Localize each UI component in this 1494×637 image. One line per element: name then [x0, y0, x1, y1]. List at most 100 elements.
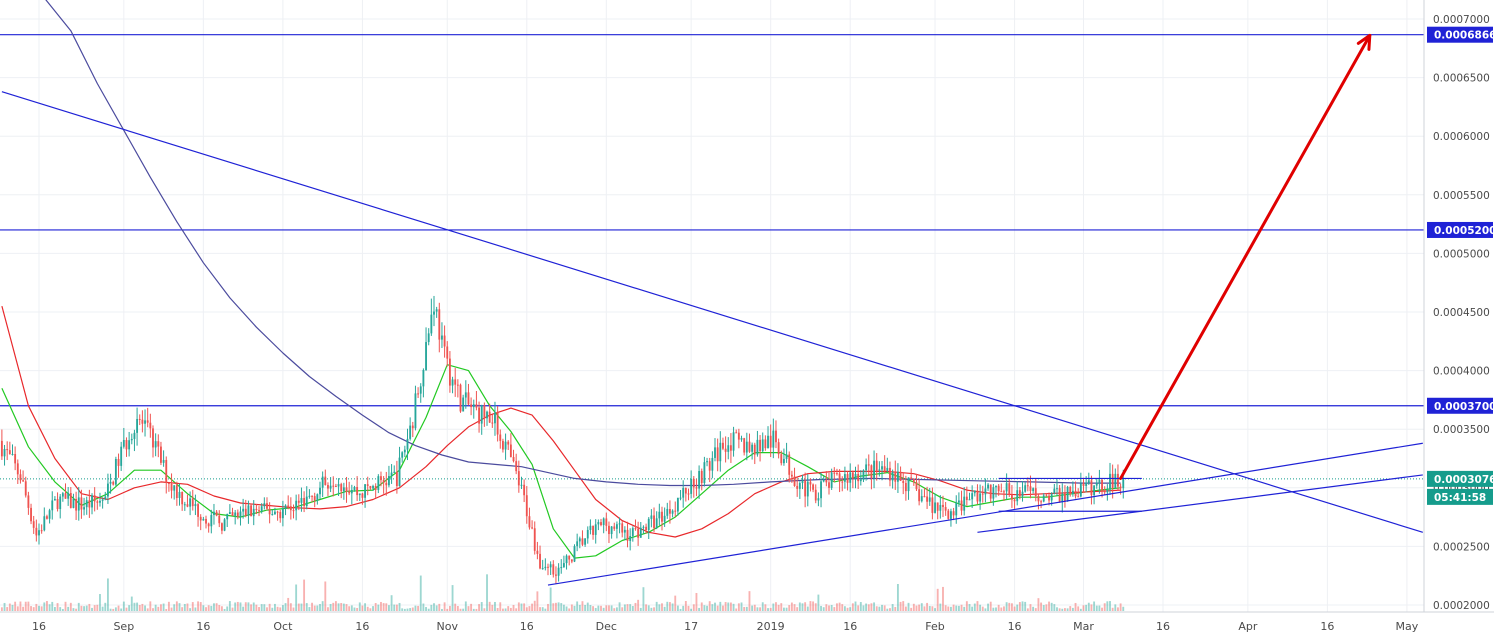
candle-body	[1005, 483, 1008, 492]
candle-body	[772, 430, 775, 448]
candle-body	[136, 418, 139, 433]
candle-body	[61, 493, 64, 497]
level-price-tag	[1427, 397, 1493, 414]
volume-bar	[965, 601, 968, 611]
volume-bar	[963, 606, 966, 611]
candle-body	[202, 518, 205, 521]
volume-bar	[417, 605, 420, 611]
projection-arrow	[1119, 33, 1372, 480]
candle-body	[653, 515, 655, 529]
volume-bar	[783, 607, 785, 611]
volume-bar	[451, 585, 454, 611]
volume-bar	[928, 605, 931, 611]
candle-body	[804, 480, 807, 497]
volume-bar	[509, 607, 512, 611]
candle-body	[857, 473, 860, 482]
volume-bar	[114, 607, 117, 611]
candle-body	[1085, 482, 1088, 486]
candle-body	[971, 493, 974, 500]
volume-bar	[920, 603, 923, 611]
time-tick-label: Feb	[925, 620, 944, 633]
volume-bar	[669, 602, 671, 611]
volume-bar	[160, 604, 162, 611]
candle-body	[525, 495, 528, 517]
volume-bar	[380, 601, 382, 611]
volume-bar	[403, 608, 406, 611]
volume-bar	[637, 599, 640, 611]
volume-bar	[947, 606, 950, 611]
candle-body	[592, 525, 594, 535]
volume-bar	[536, 591, 539, 611]
volume-bar	[337, 603, 340, 611]
candle-body	[91, 495, 93, 508]
volume-bar	[435, 605, 438, 611]
volume-bar	[960, 604, 963, 611]
volume-bar	[388, 605, 390, 611]
candle-body	[3, 448, 6, 457]
volume-bar	[846, 607, 849, 611]
time-tick-label: 16	[1156, 620, 1170, 633]
volume-bar	[907, 602, 910, 611]
candle-body	[96, 501, 99, 503]
candle-body	[334, 485, 337, 487]
volume-bar	[973, 603, 976, 611]
time-axis[interactable]: 16 Sep 16 Oct 16 Nov 16 Dec 17 2019 16 Feb 16 Mar 16 Ap…	[32, 620, 1419, 633]
volume-bar	[910, 607, 913, 611]
volume-bar	[836, 603, 838, 611]
candle-body	[1056, 488, 1058, 490]
candle-body	[605, 518, 608, 526]
candle-body	[581, 538, 584, 545]
volume-bar	[72, 608, 75, 611]
volume-bar	[541, 607, 544, 611]
volume-bar	[199, 602, 202, 611]
volume-bar	[255, 604, 258, 611]
candle-body	[790, 474, 793, 477]
time-tick-label: 17	[684, 620, 698, 633]
candle-body	[684, 487, 687, 494]
volume-bar	[210, 605, 213, 611]
candle-body	[268, 508, 271, 515]
price-axis[interactable]: 0.0007000 0.0006500 0.0006000 0.0005500 0.00…	[1433, 14, 1490, 612]
candle-body	[175, 485, 178, 498]
volume-bar	[732, 603, 735, 611]
candle-body	[369, 485, 372, 489]
volume-bar	[19, 601, 22, 611]
volume-bar	[605, 605, 608, 611]
candle-body	[515, 461, 518, 472]
volume-bar	[165, 608, 168, 611]
volume-bar	[308, 607, 311, 611]
price-tick-label: 0.0004000	[1433, 366, 1490, 378]
volume-bar	[602, 607, 605, 611]
volume-bar	[414, 605, 417, 611]
candle-body	[263, 503, 266, 507]
candle-body	[1037, 496, 1040, 502]
volume-bar	[419, 575, 422, 611]
candle-body	[1016, 490, 1019, 502]
candle-body	[507, 441, 510, 445]
volume-bar	[205, 607, 207, 611]
volume-bar	[851, 603, 854, 611]
volume-bar	[152, 608, 154, 611]
candle-body	[1103, 490, 1106, 493]
candle-body	[1064, 493, 1066, 502]
candle-body	[40, 530, 43, 532]
volume-bar	[759, 607, 761, 611]
candle-body	[419, 386, 422, 394]
candle-body	[152, 428, 154, 448]
volume-bar	[35, 603, 38, 611]
candle-body	[902, 480, 905, 484]
candle-body	[401, 452, 404, 458]
volume-bar	[881, 604, 883, 611]
candle-body	[1034, 488, 1037, 497]
volume-bar	[1010, 603, 1013, 611]
candle-body	[329, 485, 332, 489]
time-tick-label: May	[1396, 620, 1419, 633]
candle-body	[284, 505, 287, 509]
volume-bar	[1003, 606, 1005, 611]
volume-bar	[1037, 598, 1040, 611]
candle-body	[597, 522, 600, 525]
candle-body	[448, 358, 451, 386]
volume-bar	[822, 607, 825, 611]
